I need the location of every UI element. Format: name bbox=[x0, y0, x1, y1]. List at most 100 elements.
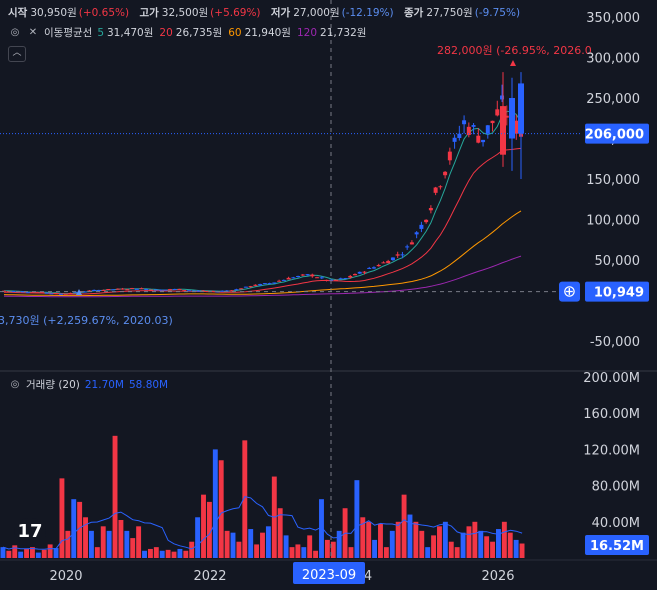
volume-bar bbox=[431, 535, 437, 558]
volume-bar bbox=[171, 551, 177, 558]
last-volume-label: 16.52M bbox=[590, 539, 644, 554]
volume-bar bbox=[519, 543, 525, 558]
volume-bar bbox=[230, 532, 236, 558]
candle-body bbox=[115, 288, 120, 290]
chart-overlay: 282,000원 (-26.95%, 2026.0 3,730원 (+2,259.… bbox=[0, 0, 592, 560]
candle-body bbox=[395, 254, 400, 256]
candle-body bbox=[125, 289, 130, 291]
candle-body bbox=[500, 106, 506, 155]
candle-body bbox=[281, 279, 286, 281]
volume-bar bbox=[389, 530, 395, 558]
candle-body bbox=[229, 290, 234, 292]
volume-tick-label: 120.00M bbox=[583, 443, 640, 458]
candle-body bbox=[168, 289, 173, 291]
candle-body bbox=[305, 274, 310, 276]
candle-body bbox=[82, 291, 87, 293]
plus-icon[interactable]: ⊕ bbox=[563, 282, 576, 301]
volume-bar bbox=[307, 535, 313, 558]
candle-body bbox=[73, 291, 78, 293]
candle-body bbox=[438, 186, 443, 188]
ma120-value: 21,732원 bbox=[320, 27, 367, 39]
min-arrow-icon bbox=[76, 289, 82, 295]
volume-tick-label: 40.00M bbox=[592, 516, 640, 531]
candle-body bbox=[443, 171, 448, 176]
volume-bar bbox=[496, 529, 501, 558]
price-tick-label: 300,000 bbox=[586, 52, 640, 67]
candle-body bbox=[352, 274, 357, 276]
tradingview-logo-icon[interactable]: 17 bbox=[14, 518, 46, 546]
candle-body bbox=[101, 289, 106, 291]
candle-body bbox=[277, 280, 282, 282]
candle-body bbox=[357, 271, 362, 274]
volume-ma-line bbox=[2, 496, 523, 550]
low-pct: (-12.19%) bbox=[341, 7, 394, 19]
candle-body bbox=[324, 279, 329, 281]
volume-bar bbox=[401, 494, 407, 558]
candle-body bbox=[409, 242, 414, 245]
eye-icon[interactable]: ◎ bbox=[10, 26, 20, 38]
volume-tick-label: 80.00M bbox=[592, 480, 640, 495]
volume-bar bbox=[466, 526, 472, 558]
volume-value-1: 21.70M bbox=[84, 378, 124, 391]
price-tick-label: 100,000 bbox=[586, 214, 640, 229]
candle-body bbox=[54, 293, 59, 295]
candle-body bbox=[11, 291, 16, 293]
candle-body bbox=[248, 286, 253, 288]
volume-bar bbox=[77, 501, 83, 558]
volume-bar bbox=[18, 551, 24, 558]
open-label: 시작 bbox=[8, 7, 28, 19]
volume-bar bbox=[189, 541, 195, 558]
candle-body bbox=[239, 288, 244, 290]
crosshair-price-label: 10,949 bbox=[594, 286, 644, 301]
volume-bar bbox=[88, 530, 94, 558]
candle-body bbox=[144, 289, 149, 291]
volume-bar bbox=[236, 541, 242, 558]
volume-bar bbox=[260, 532, 265, 558]
ma60-period: 60 bbox=[228, 26, 242, 39]
volume-bar bbox=[183, 550, 189, 558]
volume-bar bbox=[513, 539, 519, 558]
volume-bar bbox=[313, 550, 319, 558]
volume-bar bbox=[195, 517, 201, 558]
chevron-up-icon[interactable]: ︿ bbox=[8, 46, 26, 62]
volume-bar bbox=[448, 541, 454, 558]
candle-body bbox=[504, 115, 509, 118]
candle-body bbox=[462, 120, 467, 125]
volume-bar bbox=[419, 530, 425, 558]
close-icon[interactable]: ✕ bbox=[28, 26, 38, 38]
candle-body bbox=[224, 290, 229, 292]
candle-body bbox=[518, 83, 524, 134]
volume-bar bbox=[118, 519, 124, 558]
eye-icon[interactable]: ◎ bbox=[10, 378, 20, 390]
volume-bar bbox=[395, 521, 401, 558]
volume-bar bbox=[454, 547, 460, 558]
candle-body bbox=[310, 274, 315, 277]
ohlc-legend: 시작 30,950원 (+0.65%) 고가 32,500원 (+5.69%) 저가 27… bbox=[8, 5, 527, 20]
candle-body bbox=[433, 187, 438, 193]
candle-body bbox=[253, 284, 258, 286]
candle-body bbox=[286, 277, 291, 280]
ma120-line bbox=[3, 255, 522, 298]
candle-body bbox=[405, 246, 410, 248]
candle-body bbox=[500, 95, 505, 100]
candle-body bbox=[35, 292, 40, 294]
candle-body bbox=[452, 137, 457, 142]
candle-body bbox=[172, 288, 177, 290]
candle-body bbox=[205, 291, 210, 293]
volume-legend: ◎ 거래량 (20) 21.70M 58.80M bbox=[8, 377, 169, 392]
crosshair-price-label-bg bbox=[585, 281, 649, 302]
candle-body bbox=[25, 292, 30, 294]
candle-body bbox=[457, 133, 462, 138]
candle-body bbox=[87, 290, 92, 292]
volume-bar bbox=[301, 547, 307, 558]
candle-body bbox=[371, 267, 376, 269]
candle-body bbox=[485, 125, 490, 134]
high-value: 32,500원 bbox=[161, 7, 209, 19]
ma20-period: 20 bbox=[159, 26, 173, 39]
candle-body bbox=[63, 293, 68, 295]
candle-body bbox=[300, 274, 305, 276]
crosshair-time-label: 2023-09 bbox=[302, 568, 356, 583]
candle-body bbox=[258, 284, 263, 286]
candle-body bbox=[186, 290, 191, 292]
